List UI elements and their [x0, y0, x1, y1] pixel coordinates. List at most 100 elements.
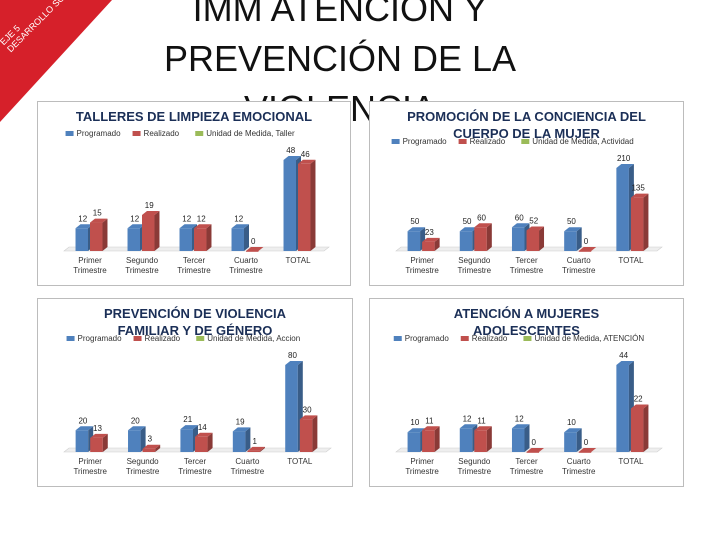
- bar: [459, 231, 473, 251]
- data-label: 21: [183, 415, 192, 424]
- bar: [90, 222, 103, 251]
- bar-side: [312, 415, 318, 452]
- bar-top: [142, 444, 161, 449]
- data-label: 52: [529, 216, 538, 225]
- chart-title-line: ADOLESCENTES: [473, 323, 580, 338]
- slide-title-line-2: PREVENCIÓN DE LA: [163, 38, 517, 79]
- data-label: 12: [197, 214, 206, 223]
- chart-title-line: FAMILIAR Y DE GÉNERO: [118, 323, 273, 338]
- bar-side: [259, 446, 265, 452]
- chart-panel-prevencion: PREVENCIÓN DE VIOLENCIA FAMILIAR Y DE GÉN…: [37, 298, 353, 487]
- data-label: 13: [93, 424, 102, 433]
- chart-title-line: CUERPO DE LA MUJER: [453, 126, 600, 141]
- legend-label: Programado: [405, 334, 450, 343]
- bar: [232, 431, 246, 452]
- chart-talleres: TALLERES DE LIMPIEZA EMOCIONAL Programado…: [63, 109, 330, 275]
- bar-top: [459, 424, 478, 429]
- x-tick-label: Cuarto: [234, 256, 259, 265]
- bar: [616, 168, 629, 251]
- bar-side: [576, 227, 582, 251]
- x-tick-label: Trimestre: [177, 266, 211, 275]
- data-label: 12: [234, 214, 243, 223]
- legend-label: Unidad de Medida, ATENCIÓN: [534, 334, 644, 343]
- bar: [283, 160, 296, 251]
- data-label: 210: [617, 154, 631, 163]
- data-label: 23: [425, 228, 434, 237]
- x-tick-label: Trimestre: [231, 467, 265, 476]
- x-tick-label: Trimestre: [510, 467, 544, 476]
- x-tick-label: Trimestre: [73, 467, 107, 476]
- bar-top: [526, 226, 545, 231]
- bar-top: [578, 247, 597, 251]
- data-label: 80: [288, 351, 297, 360]
- bar-top: [616, 164, 634, 168]
- data-label: 19: [236, 417, 245, 426]
- bar: [422, 241, 435, 251]
- bar-top: [247, 446, 265, 451]
- x-tick-label: Segundo: [458, 256, 491, 265]
- bar-top: [75, 224, 93, 229]
- data-label: 19: [145, 201, 154, 210]
- x-tick-label: Primer: [410, 256, 434, 265]
- bar-top: [616, 361, 634, 365]
- data-label: 15: [93, 209, 102, 218]
- bar: [407, 231, 421, 251]
- bar: [298, 163, 311, 251]
- x-tick-label: Trimestre: [126, 467, 160, 476]
- chart-panel-atencion: ATENCIÓN A MUJERES ADOLESCENTES Programado…: [369, 298, 684, 487]
- bar-side: [155, 444, 161, 452]
- bar: [630, 408, 644, 452]
- x-tick-label: Cuarto: [567, 457, 592, 466]
- x-tick-label: Tercer: [515, 457, 538, 466]
- x-tick-label: TOTAL: [285, 256, 311, 265]
- data-label: 20: [78, 416, 87, 425]
- bar-side: [245, 427, 251, 452]
- x-tick-label: Segundo: [127, 457, 160, 466]
- data-label: 50: [410, 217, 419, 226]
- data-label: 11: [425, 416, 434, 425]
- legend-swatch: [521, 139, 530, 144]
- legend-swatch: [132, 131, 141, 136]
- data-label: 0: [532, 438, 537, 447]
- bar-top: [407, 428, 426, 433]
- data-label: 30: [303, 405, 312, 414]
- bar-top: [75, 426, 94, 431]
- data-label: 135: [631, 184, 645, 193]
- x-tick-label: Trimestre: [562, 266, 596, 275]
- bar: [511, 428, 525, 452]
- bar-side: [539, 226, 545, 251]
- bar-side: [140, 426, 146, 452]
- data-label: 0: [584, 237, 589, 246]
- x-tick-label: TOTAL: [618, 256, 644, 265]
- bar-top: [231, 224, 249, 229]
- bar: [630, 197, 644, 251]
- bar: [616, 365, 629, 452]
- bar-top: [578, 448, 597, 452]
- data-label: 0: [251, 237, 256, 246]
- legend-label: Realizado: [472, 334, 508, 343]
- data-label: 11: [477, 416, 486, 425]
- x-tick-label: Tercer: [515, 256, 538, 265]
- data-label: 3: [148, 435, 153, 444]
- data-label: 44: [619, 351, 628, 360]
- legend-label: Unidad de Medida, Accion: [207, 334, 300, 343]
- legend-swatch: [195, 131, 204, 136]
- chart-panel-promocion: PROMOCIÓN DE LA CONCIENCIA DEL CUERPO DE …: [369, 101, 684, 286]
- data-label: 50: [463, 217, 472, 226]
- bar-top: [179, 224, 197, 229]
- bar-top: [142, 210, 160, 215]
- data-label: 50: [567, 217, 576, 226]
- data-label: 60: [477, 213, 486, 222]
- bar-top: [459, 227, 478, 232]
- bar: [564, 231, 577, 251]
- x-tick-label: Trimestre: [178, 467, 212, 476]
- data-label: 0: [584, 438, 589, 447]
- bar-top: [299, 415, 318, 420]
- bar-top: [526, 448, 545, 452]
- bar: [299, 419, 313, 452]
- data-label: 20: [131, 416, 140, 425]
- x-tick-label: Trimestre: [510, 266, 544, 275]
- bar: [526, 230, 540, 251]
- bar: [422, 430, 435, 452]
- bar: [179, 228, 192, 251]
